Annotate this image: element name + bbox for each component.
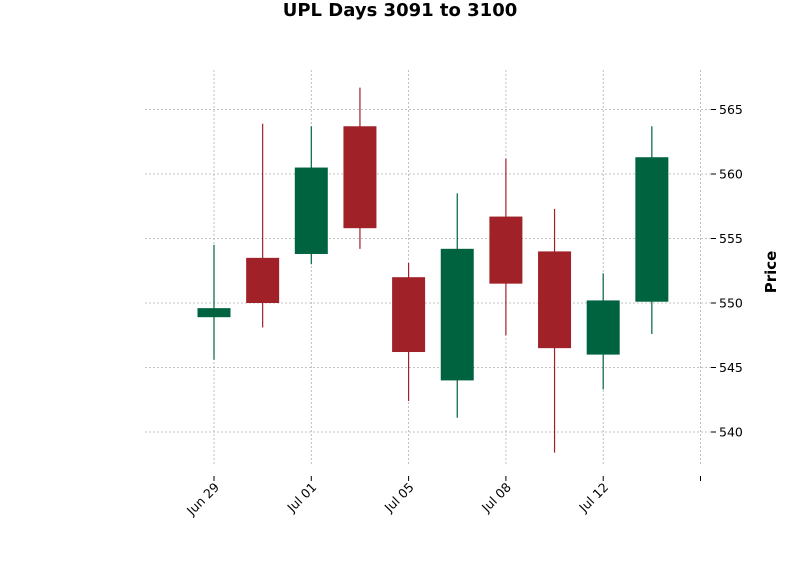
x-tick-label: Jul 05 (381, 480, 417, 516)
grid-layer (145, 70, 711, 466)
y-tick-label: 565 (719, 102, 743, 117)
candle-body (294, 167, 328, 254)
candle-body (538, 251, 572, 349)
x-tick-label: Jun 29 (183, 479, 222, 518)
y-tick-label: 545 (719, 360, 743, 375)
candle-body (440, 248, 474, 381)
candle-body (343, 126, 377, 229)
y-tick-label: 550 (719, 296, 743, 311)
x-tick-label: Jul 01 (283, 480, 319, 516)
y-tick-label: 540 (719, 425, 743, 440)
candle-body (246, 257, 280, 303)
y-tick-label: 560 (719, 167, 743, 182)
x-tick-label: Jul 12 (575, 480, 611, 516)
candle-body (586, 300, 620, 355)
candle-body (392, 277, 426, 353)
x-tick-label: Jul 08 (478, 479, 514, 515)
chart-title: UPL Days 3091 to 3100 (282, 0, 518, 21)
candle-layer (197, 87, 669, 453)
y-axis-label: Price (762, 251, 780, 294)
candle-body (489, 216, 523, 284)
candle-body (197, 308, 231, 318)
y-tick-label: 555 (719, 231, 743, 246)
candle-body (635, 157, 669, 302)
